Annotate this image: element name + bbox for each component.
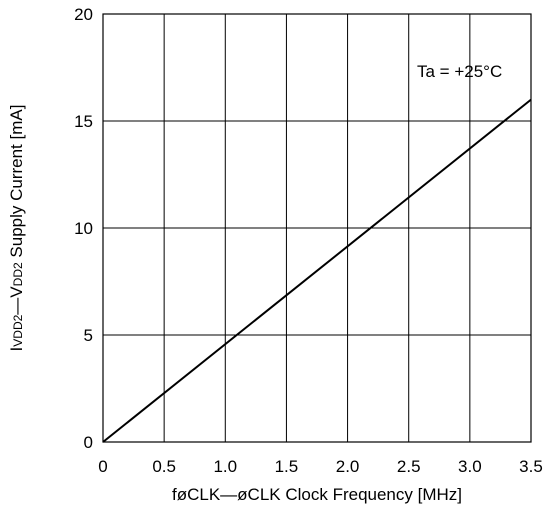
- y-tick-label: 15: [74, 112, 93, 131]
- y-axis-label-middle: —V: [7, 286, 26, 315]
- y-tick-label: 20: [74, 5, 93, 24]
- y-axis-label-suffix: Supply Current [mA]: [7, 105, 26, 263]
- y-axis-label-sub2: DD2: [11, 262, 25, 286]
- x-tick-label: 0: [98, 457, 107, 476]
- x-tick-label: 3.5: [519, 457, 543, 476]
- y-axis-label-prefix: I: [7, 347, 26, 352]
- y-tick-labels: 0 5 10 15 20: [74, 5, 93, 452]
- x-tick-label: 2.5: [397, 457, 421, 476]
- x-tick-label: 1.0: [213, 457, 237, 476]
- x-tick-label: 2.0: [336, 457, 360, 476]
- y-tick-label: 0: [84, 433, 93, 452]
- y-axis-label-sub1: VDD2: [11, 314, 25, 346]
- x-axis-label: føCLK—øCLK Clock Frequency [MHz]: [172, 485, 462, 504]
- x-tick-labels: 0 0.5 1.0 1.5 2.0 2.5 3.0 3.5: [98, 457, 543, 476]
- annotation-temperature: Ta = +25°C: [417, 62, 502, 81]
- y-gridlines: [103, 120, 531, 336]
- x-tick-label: 0.5: [152, 457, 176, 476]
- y-tick-label: 10: [74, 219, 93, 238]
- y-tick-label: 5: [84, 326, 93, 345]
- x-tick-label: 1.5: [275, 457, 299, 476]
- series-line-0: [102, 98, 532, 443]
- series-lines: [102, 98, 532, 443]
- x-tick-label: 3.0: [458, 457, 482, 476]
- y-axis-label: IVDD2—VDD2 Supply Current [mA]: [7, 105, 26, 352]
